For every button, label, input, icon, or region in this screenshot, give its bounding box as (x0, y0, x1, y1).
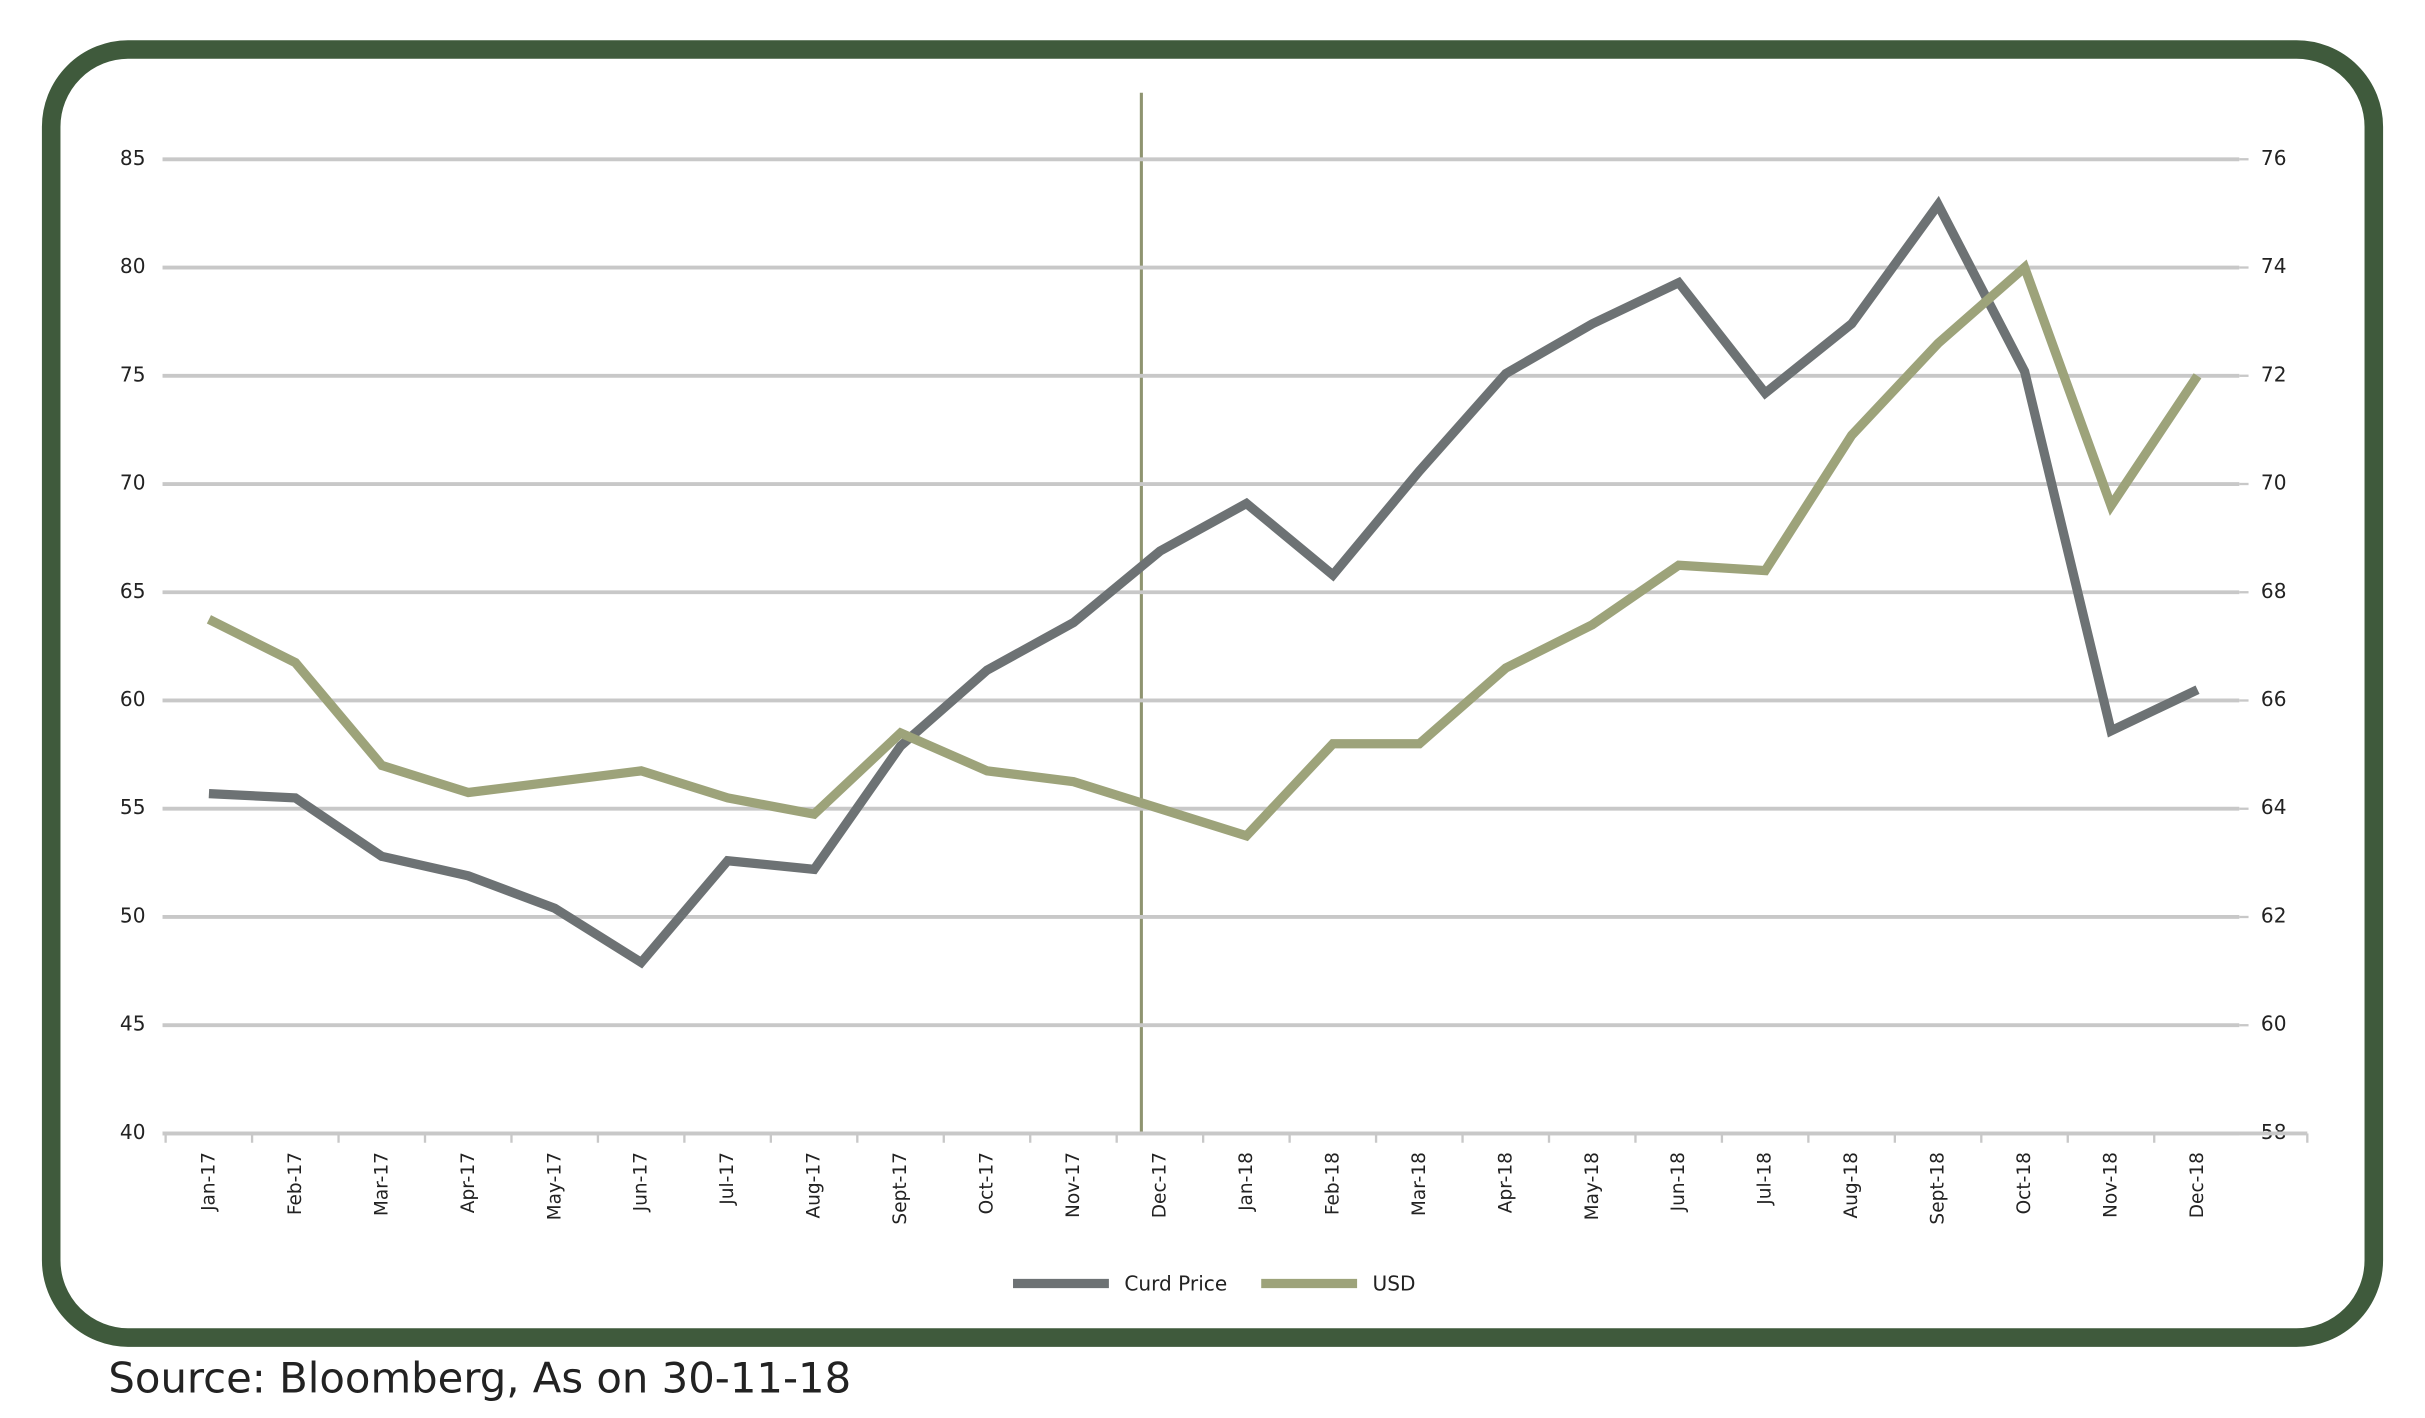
y-tick-label: 85 (120, 146, 146, 170)
y-tick-label: 55 (120, 795, 146, 819)
x-tick-label: Sept-18 (1928, 1152, 1949, 1225)
y2-tick-label: 64 (2261, 795, 2287, 819)
x-tick-label: Jun-17 (631, 1152, 652, 1212)
y-tick-label: 60 (120, 687, 146, 711)
x-tick-label: Nov-18 (2101, 1152, 2122, 1218)
x-tick-label: Mar-18 (1409, 1152, 1430, 1216)
y2-tick-label: 76 (2261, 146, 2287, 170)
y-tick-label: 80 (120, 254, 146, 278)
x-tick-label: May-18 (1582, 1152, 1603, 1220)
x-tick-label: Jan-17 (198, 1152, 219, 1212)
x-tick-label: Jun-18 (1668, 1152, 1689, 1212)
x-tick-label: Jan-18 (1236, 1152, 1257, 1212)
source-note: Source: Bloomberg, As on 30-11-18 (108, 1353, 851, 1402)
y2-tick-label: 66 (2261, 687, 2287, 711)
y2-tick-label: 70 (2261, 471, 2287, 495)
y2-tick-label: 62 (2261, 903, 2287, 927)
x-tick-label: Aug-18 (1841, 1152, 1862, 1219)
y2-tick-label: 74 (2261, 254, 2287, 278)
x-tick-label: Jul-18 (1755, 1152, 1776, 1206)
legend-label: USD (1373, 1272, 1416, 1296)
y2-tick-label: 68 (2261, 579, 2287, 603)
y2-tick-label: 72 (2261, 362, 2287, 386)
y-tick-label: 40 (120, 1120, 146, 1144)
x-tick-label: Apr-17 (458, 1152, 479, 1213)
x-tick-label: Feb-17 (285, 1152, 306, 1215)
series-line (208, 195, 2200, 969)
y-tick-label: 70 (120, 471, 146, 495)
x-tick-label: Oct-17 (977, 1152, 998, 1214)
x-tick-label: Feb-18 (1322, 1152, 1343, 1215)
x-tick-label: Mar-17 (371, 1152, 392, 1216)
x-tick-label: Oct-18 (2014, 1152, 2035, 1214)
x-tick-label: Sept-17 (890, 1152, 911, 1225)
y-tick-label: 45 (120, 1012, 146, 1036)
x-tick-label: Dec-17 (1149, 1152, 1170, 1218)
x-tick-label: Apr-18 (1495, 1152, 1516, 1213)
x-tick-label: Nov-17 (1063, 1152, 1084, 1218)
y-tick-label: 75 (120, 362, 146, 386)
series-line (206, 259, 2202, 842)
y-tick-label: 65 (120, 579, 146, 603)
y-tick-label: 50 (120, 903, 146, 927)
frame (41, 40, 2384, 1347)
x-tick-label: Aug-17 (804, 1152, 825, 1219)
x-tick-label: Dec-18 (2187, 1152, 2208, 1218)
x-tick-label: May-17 (544, 1152, 565, 1220)
y2-tick-label: 60 (2261, 1012, 2287, 1036)
legend-label: Curd Price (1124, 1272, 1227, 1296)
x-tick-label: Jul-17 (717, 1152, 738, 1206)
